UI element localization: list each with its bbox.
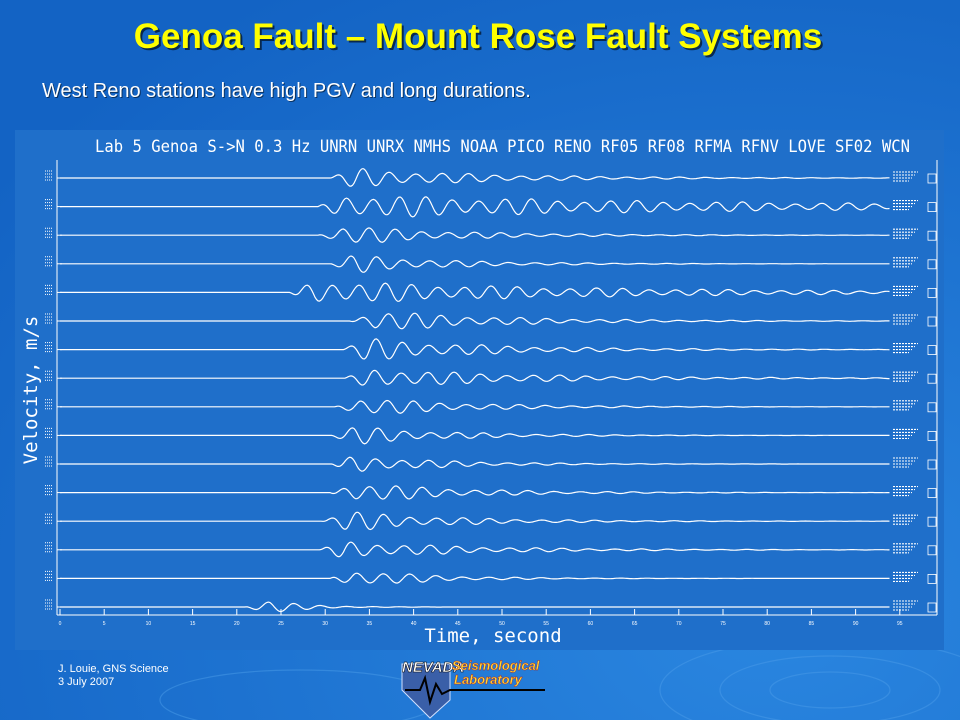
x-tick-label: 30 xyxy=(322,621,328,627)
x-tick-label: 0 xyxy=(59,621,62,627)
x-tick-label: 35 xyxy=(367,621,373,627)
trace-box xyxy=(927,402,937,413)
x-tick-label: 20 xyxy=(234,621,240,627)
x-tick-label: 50 xyxy=(499,621,505,627)
waveform xyxy=(60,196,890,218)
footer-date: 3 July 2007 xyxy=(58,676,114,688)
waveform xyxy=(60,485,890,500)
waveform xyxy=(60,572,890,584)
waveform xyxy=(60,255,890,273)
waveform xyxy=(60,511,890,531)
x-tick-label: 15 xyxy=(190,621,196,627)
x-tick-label: 90 xyxy=(853,621,859,627)
x-tick-label: 25 xyxy=(278,621,284,627)
x-tick-label: 80 xyxy=(764,621,770,627)
trace-box xyxy=(927,259,937,270)
figure-header: Lab 5 Genoa S->N 0.3 Hz UNRN UNRX NMHS N… xyxy=(95,137,910,157)
x-tick-label: 40 xyxy=(411,621,417,627)
x-tick-label: 95 xyxy=(897,621,903,627)
waveform xyxy=(60,601,890,613)
x-tick-label: 5 xyxy=(103,621,106,627)
trace-box xyxy=(927,545,937,556)
trace-box xyxy=(927,345,937,356)
title-shadow: Genoa Fault – Mount Rose Fault Systems xyxy=(136,19,824,58)
trace-box xyxy=(927,287,937,298)
x-tick-label: 65 xyxy=(632,621,638,627)
x-tick-label: 60 xyxy=(588,621,594,627)
y-axis-label: Velocity, m/s xyxy=(20,316,42,465)
logo-state: NEVADA xyxy=(402,659,464,676)
nevada-shape xyxy=(401,663,451,719)
x-tick-label: 85 xyxy=(809,621,815,627)
subtitle: West Reno stations have high PGV and lon… xyxy=(42,80,531,102)
trace-box xyxy=(927,602,937,613)
waveform xyxy=(60,427,890,445)
trace-box xyxy=(927,373,937,384)
waveform xyxy=(60,282,890,302)
waveform xyxy=(60,369,890,386)
logo-line2: Laboratory xyxy=(454,672,523,687)
waveform xyxy=(60,227,890,243)
trace-box xyxy=(927,173,937,184)
title: Genoa Fault – Mount Rose Fault Systems xyxy=(134,17,822,56)
subtitle-shadow: West Reno stations have high PGV and lon… xyxy=(43,81,532,103)
trace-box xyxy=(927,430,937,441)
x-tick-label: 45 xyxy=(455,621,461,627)
x-tick-label: 70 xyxy=(676,621,682,627)
figure-panel xyxy=(15,130,944,650)
waveform xyxy=(60,456,890,472)
seismogram-figure: Lab 5 Genoa S->N 0.3 Hz UNRN UNRX NMHS N… xyxy=(20,137,938,647)
logo-trace xyxy=(405,674,545,706)
waveform xyxy=(60,338,890,360)
x-tick-label: 75 xyxy=(720,621,726,627)
x-tick-label: 55 xyxy=(543,621,549,627)
trace-box xyxy=(927,316,937,327)
trace-box xyxy=(927,202,937,213)
logo: NEVADA Seismological Laboratory xyxy=(401,658,545,719)
trace-box xyxy=(927,230,937,241)
x-axis-label: Time, second xyxy=(424,625,561,647)
waveform xyxy=(60,399,890,414)
waveform xyxy=(60,312,890,330)
waveform xyxy=(60,167,890,187)
footer-author: J. Louie, GNS Science xyxy=(58,663,169,675)
x-tick-label: 10 xyxy=(146,621,152,627)
waveform xyxy=(60,541,890,558)
trace-box xyxy=(927,488,937,499)
logo-line1: Seismological xyxy=(452,658,540,673)
trace-box xyxy=(927,516,937,527)
trace-box xyxy=(927,459,937,470)
trace-box xyxy=(927,574,937,584)
